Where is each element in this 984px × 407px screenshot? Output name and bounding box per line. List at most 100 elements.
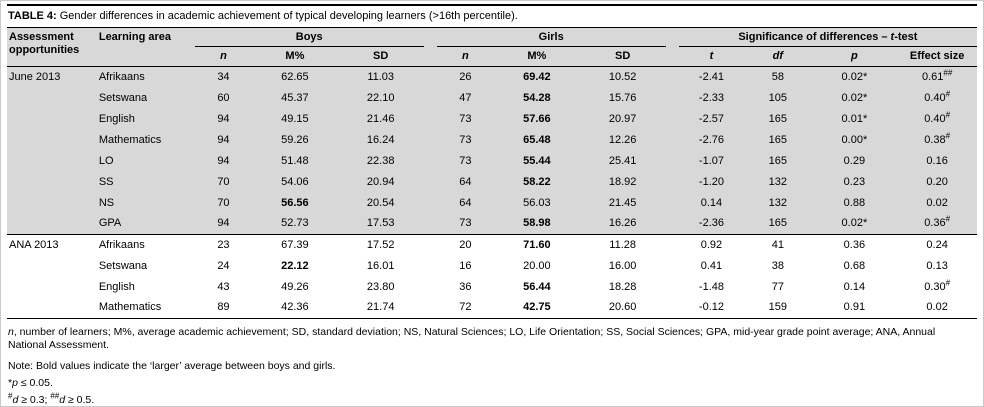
cell-boys-sd: 23.80 [366,280,395,293]
cell-girls-m-pct: 71.60 [494,233,580,255]
cell-effect-size: 0.24 [897,233,977,255]
learning-area-cell: Afrikaans [98,70,145,83]
column-spacer [666,129,679,150]
cell-p-value: 0.14 [843,280,866,293]
footnote-line: *p ≤ 0.05. [8,376,53,389]
cell-boys-sd: 21.74 [366,301,395,314]
column-spacer [423,28,437,67]
table-row: Mathematics 94 59.26 16.24 73 65.48 12.26 -2.76… [7,129,977,150]
cell-girls-m-pct: 56.03 [523,196,551,209]
cell-boys-n: 43 [217,280,230,293]
column-spacer [666,192,679,213]
table-caption-text: Gender differences in academic achieveme… [56,10,518,22]
table-row: LO 94 51.48 22.38 73 55.44 25.41 -1.07 165 0.29 0.… [7,150,977,171]
cell-df-value: 58 [771,70,784,83]
col-header-learning-area: Learning area [96,28,195,67]
column-spacer [424,297,437,318]
cell-effect-size: 0.20 [926,175,948,188]
cell-p-value: 0.02* [841,91,868,104]
cell-girls-sd: 21.45 [608,196,637,209]
section-label-cell [7,213,97,234]
cell-boys-sd: 16.24 [366,133,395,146]
section-label-cell: ANA 2013 [7,233,97,255]
cell-boys-n: 89 [217,301,230,314]
table-row: English 43 49.26 23.80 36 56.44 18.28 -1.48 77 0.… [7,276,977,297]
cell-t-value: 0.41 [700,259,723,272]
cell-p-value: 0.68 [843,259,866,272]
cell-boys-sd: 20.54 [366,196,395,209]
col-subheader: df [744,46,812,67]
section-label-cell [7,192,97,213]
column-spacer [666,87,679,108]
column-spacer [424,66,437,87]
subheader-row: n M% SD n M% SD t df p Effect size [7,46,977,67]
learning-area-cell: Afrikaans [96,233,195,255]
group-header-row: Assessment opportunities Learning area B… [7,28,977,67]
cell-boys-m-pct: 51.48 [281,154,309,167]
cell-boys-m-pct: 49.26 [281,280,309,293]
learning-area-cell: NS [98,196,115,209]
cell-df-value: 165 [768,217,787,230]
cell-t-value: -2.57 [698,112,724,125]
cell-girls-sd: 16.00 [608,259,637,272]
cell-t-value: 0.92 [678,233,745,255]
cell-boys-sd: 22.10 [366,91,395,104]
cell-boys-m-pct: 67.39 [252,233,338,255]
column-spacer [424,192,437,213]
cell-t-value: -1.48 [698,280,724,293]
cell-effect-size: 0.40# [924,109,951,125]
cell-girls-sd: 18.28 [608,280,637,293]
table-caption-label: TABLE 4: [8,10,57,22]
cell-girls-n: 73 [459,112,472,125]
learning-area-cell: Setswana [98,91,148,104]
table-row: ANA 2013 Afrikaans 23 67.39 17.52 20 71.60 11.2… [7,233,977,255]
results-table: Assessment opportunities Learning area B… [7,28,977,319]
learning-area-cell: LO [98,154,114,167]
table-body: June 2013 Afrikaans 34 62.65 11.03 26 69.42 10.… [7,66,977,318]
cell-girls-m-pct: 54.28 [523,91,551,104]
cell-boys-m-pct: 49.15 [281,112,309,125]
cell-boys-n: 70 [217,175,230,188]
column-spacer [666,255,679,276]
cell-girls-m-pct: 56.44 [523,280,551,293]
column-spacer [424,255,437,276]
cell-boys-sd: 17.52 [337,233,424,255]
section-label-cell [7,171,97,192]
cell-effect-size: 0.16 [926,154,948,167]
col-subheader: p [811,46,898,67]
column-spacer [665,28,679,67]
cell-p-value: 0.88 [843,196,866,209]
cell-girls-sd: 10.52 [608,70,637,83]
table-row: Setswana 60 45.37 22.10 47 54.28 15.76 -2.33 105… [7,87,977,108]
column-spacer [666,171,679,192]
cell-boys-m-pct: 56.56 [281,196,309,209]
footnote-line: #d ≥ 0.3; ##d ≥ 0.5. [8,391,95,406]
col-subheader: SD [579,46,666,67]
table-row: Mathematics 89 42.36 21.74 72 42.75 20.60 -0.12… [7,297,977,318]
cell-boys-n: 23 [194,233,253,255]
cell-boys-n: 60 [217,91,230,104]
col-subheader: SD [337,46,424,67]
cell-boys-m-pct: 52.73 [281,217,309,230]
cell-girls-n: 36 [459,280,472,293]
section-label-cell [7,255,97,276]
table-row: SS 70 54.06 20.94 64 58.22 18.92 -1.20 132 0.23 0.… [7,171,977,192]
learning-area-cell: English [98,112,135,125]
cell-p-value: 0.29 [843,154,866,167]
cell-girls-m-pct: 65.48 [523,133,551,146]
cell-p-value: 0.91 [843,301,866,314]
cell-t-value: -1.20 [698,175,724,188]
cell-girls-sd: 18.92 [608,175,637,188]
section-label-cell [7,108,97,129]
col-header-assessment-opportunities: Assessment opportunities [7,28,97,67]
cell-boys-n: 94 [217,133,230,146]
learning-area-cell: English [98,280,135,293]
cell-t-value: -1.07 [698,154,724,167]
column-spacer [665,233,679,255]
cell-girls-n: 26 [459,70,472,83]
cell-effect-size: 0.38# [924,130,951,146]
cell-girls-sd: 11.28 [579,233,666,255]
cell-df-value: 41 [744,233,812,255]
column-spacer [666,297,679,318]
table-caption: TABLE 4: Gender differences in academic … [7,6,977,28]
